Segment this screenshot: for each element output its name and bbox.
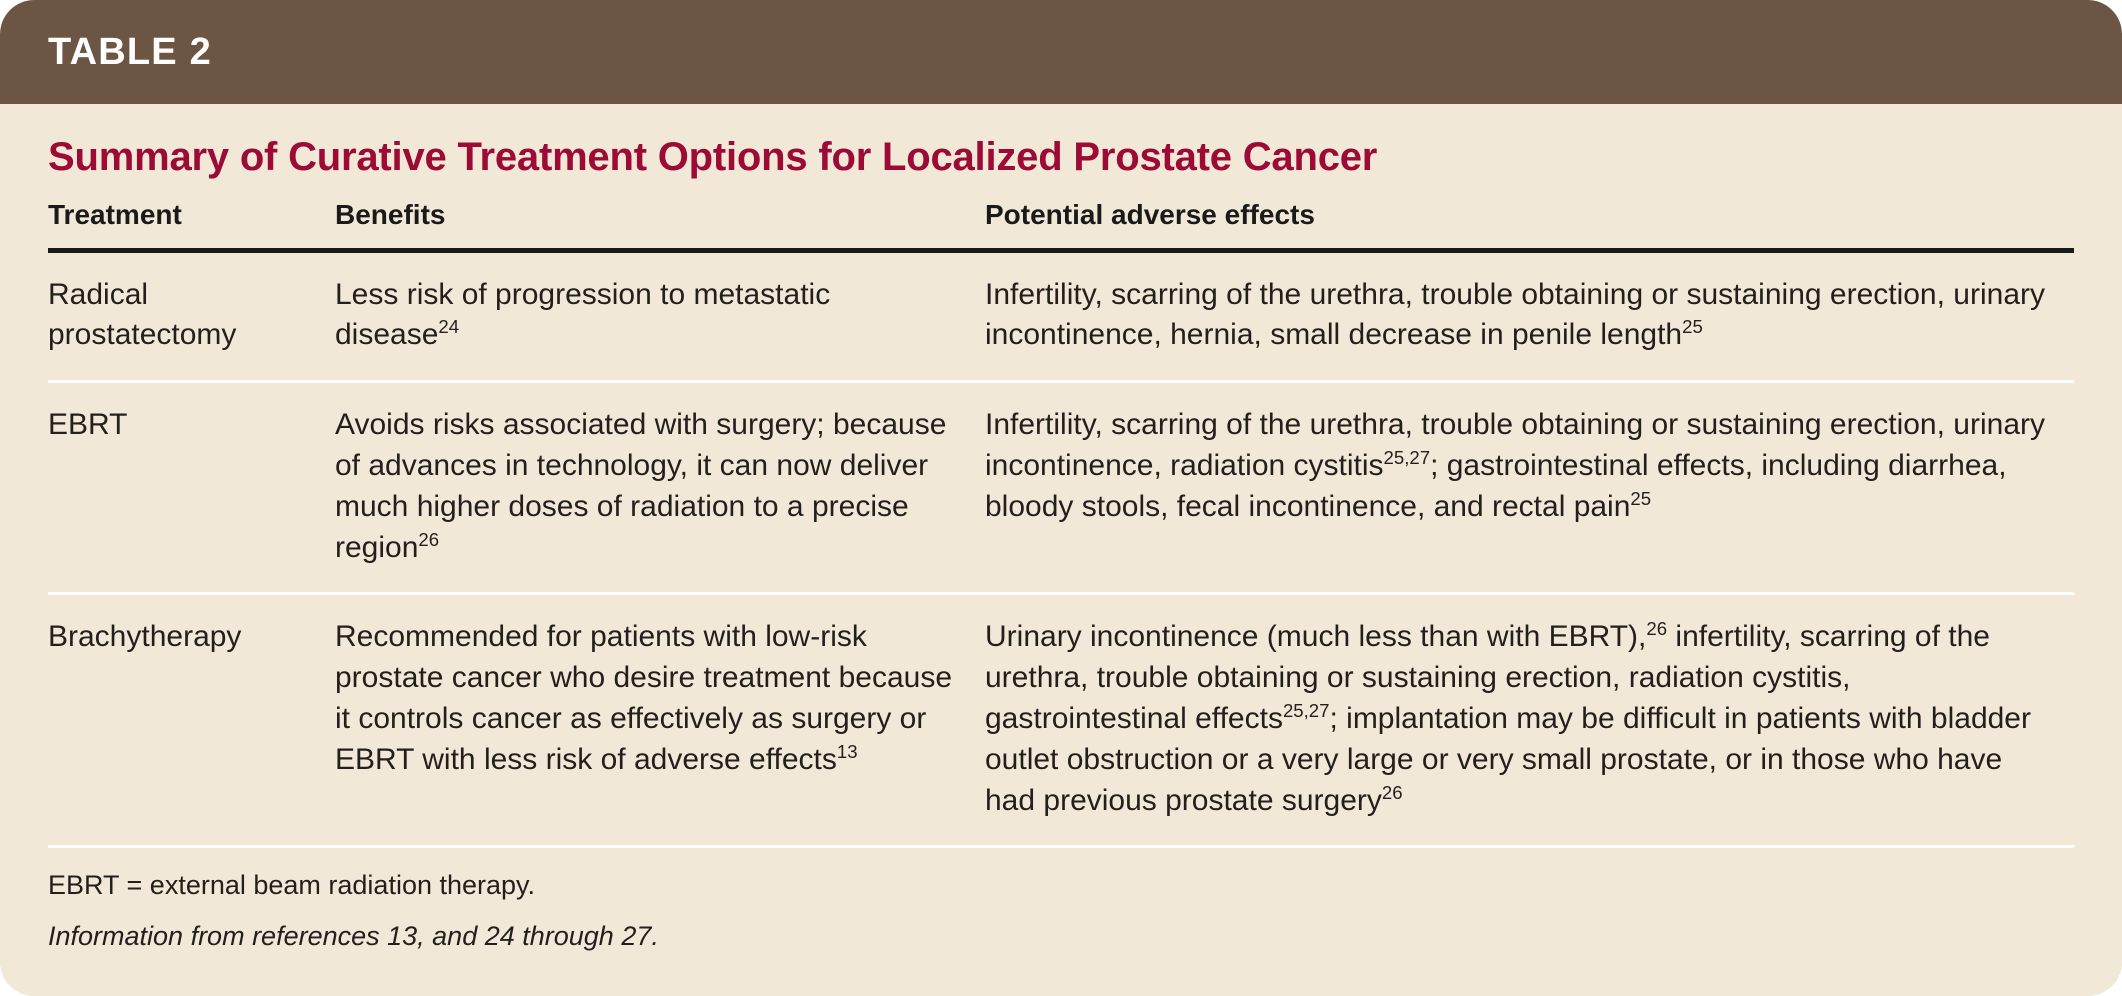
cell-treatment: Brachytherapy (48, 593, 335, 849)
cell-treatment: Radical prostatectomy (48, 250, 335, 384)
cell-adverse-effects: Infertility, scarring of the urethra, tr… (985, 381, 2074, 596)
cell-adverse-text: Infertility, scarring of the urethra, tr… (985, 408, 2045, 482)
column-header-adverse-effects: Potential adverse effects (985, 190, 2074, 253)
reference-superscript: 26 (1646, 618, 1668, 640)
cell-adverse-text: ; gastrointestinal effects, including di… (985, 448, 2007, 523)
table-title: Summary of Curative Treatment Options fo… (48, 135, 1378, 179)
table-banner: TABLE 2 (0, 0, 2122, 104)
reference-superscript: 24 (438, 316, 460, 338)
cell-benefits-text: Less risk of progression to metastatic d… (335, 277, 831, 352)
cell-adverse-text: Infertility, scarring of the urethra, tr… (985, 277, 2045, 352)
table-footnotes: EBRT = external beam radiation therapy. … (48, 848, 2074, 954)
reference-superscript: 13 (836, 740, 858, 762)
table-row: Brachytherapy Recommended for patients w… (48, 593, 2074, 849)
footnote-abbreviation: EBRT = external beam radiation therapy. (48, 870, 536, 901)
reference-superscript: 25 (1630, 487, 1652, 509)
reference-superscript: 25,27 (1383, 446, 1431, 468)
cell-treatment: EBRT (48, 381, 335, 596)
reference-superscript: 25 (1682, 316, 1703, 338)
reference-superscript: 26 (1381, 781, 1403, 803)
column-header-treatment: Treatment (48, 190, 335, 253)
table-body: Summary of Curative Treatment Options fo… (0, 104, 2122, 996)
cell-benefits: Avoids risks associated with surgery; be… (335, 381, 985, 596)
cell-benefits: Recommended for patients with low-risk p… (335, 593, 985, 849)
cell-adverse-text: Urinary incontinence (much less than wit… (985, 620, 1647, 654)
cell-adverse-effects: Infertility, scarring of the urethra, tr… (985, 250, 2074, 384)
table-number-label: TABLE 2 (48, 30, 212, 73)
cell-benefits-text: Avoids risks associated with surgery; be… (335, 408, 947, 564)
treatment-options-table: Treatment Benefits Potential adverse eff… (48, 190, 2074, 849)
table-row: EBRT Avoids risks associated with surger… (48, 381, 2074, 596)
cell-adverse-effects: Urinary incontinence (much less than wit… (985, 593, 2074, 849)
cell-benefits-text: Recommended for patients with low-risk p… (335, 620, 953, 776)
cell-benefits: Less risk of progression to metastatic d… (335, 250, 985, 384)
reference-superscript: 26 (418, 528, 440, 550)
reference-superscript: 25,27 (1282, 699, 1330, 721)
table-header-row: Treatment Benefits Potential adverse eff… (48, 190, 2074, 253)
column-header-benefits: Benefits (335, 190, 985, 253)
footnote-source: Information from references 13, and 24 t… (48, 921, 659, 952)
table-row: Radical prostatectomy Less risk of progr… (48, 250, 2074, 384)
cell-adverse-text: ; implantation may be difficult in patie… (985, 701, 2031, 817)
cell-adverse-text: infertility, scarring of the urethra, tr… (985, 620, 1990, 735)
table-body-rows: Radical prostatectomy Less risk of progr… (48, 250, 2074, 849)
